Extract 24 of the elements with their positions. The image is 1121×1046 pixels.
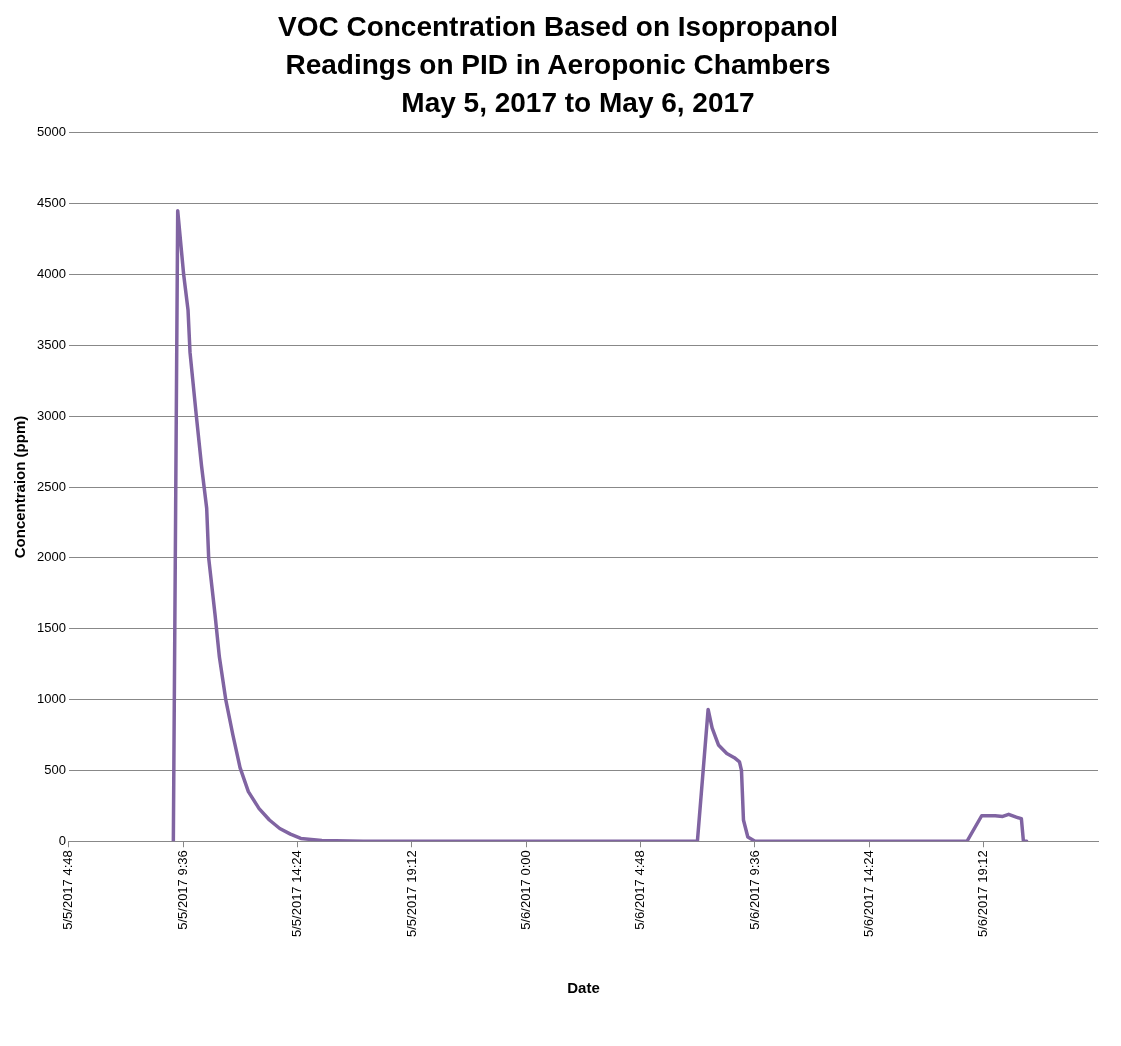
y-tick-label: 500 — [44, 761, 66, 777]
y-tick-label: 4500 — [37, 195, 66, 211]
y-tick-label: 0 — [58, 832, 66, 848]
x-tick-label: 5/6/2017 0:00 — [517, 850, 533, 930]
y-tick-label: 1000 — [37, 691, 66, 707]
y-tick-label: 5000 — [37, 124, 66, 140]
x-tick-label: 5/5/2017 4:48 — [60, 850, 76, 930]
x-tick-label: 5/6/2017 9:36 — [746, 850, 762, 930]
y-tick-label: 2000 — [37, 549, 66, 565]
chart-title: VOC Concentration Based on Isopropanol Readings on PID in Aeroponic Chambers — [276, 10, 839, 82]
y-tick-label: 3500 — [37, 336, 66, 352]
y-tick-label: 2500 — [37, 478, 66, 494]
x-tick-label: 5/6/2017 4:48 — [632, 850, 648, 930]
chart-subtitle: May 5, 2017 to May 6, 2017 — [400, 86, 756, 120]
x-tick-label: 5/6/2017 14:24 — [860, 850, 876, 937]
x-tick-label: 5/5/2017 9:36 — [174, 850, 190, 930]
x-tick-label: 5/5/2017 19:12 — [403, 850, 419, 937]
y-tick-label: 1500 — [37, 620, 66, 636]
y-tick-label: 4000 — [37, 266, 66, 282]
y-axis-title: Concentraion (ppm) — [11, 415, 29, 559]
x-tick-label: 5/6/2017 19:12 — [975, 850, 991, 937]
x-axis-title: Date — [567, 979, 600, 997]
x-tick-label: 5/5/2017 14:24 — [289, 850, 305, 937]
y-tick-label: 3000 — [37, 407, 66, 423]
